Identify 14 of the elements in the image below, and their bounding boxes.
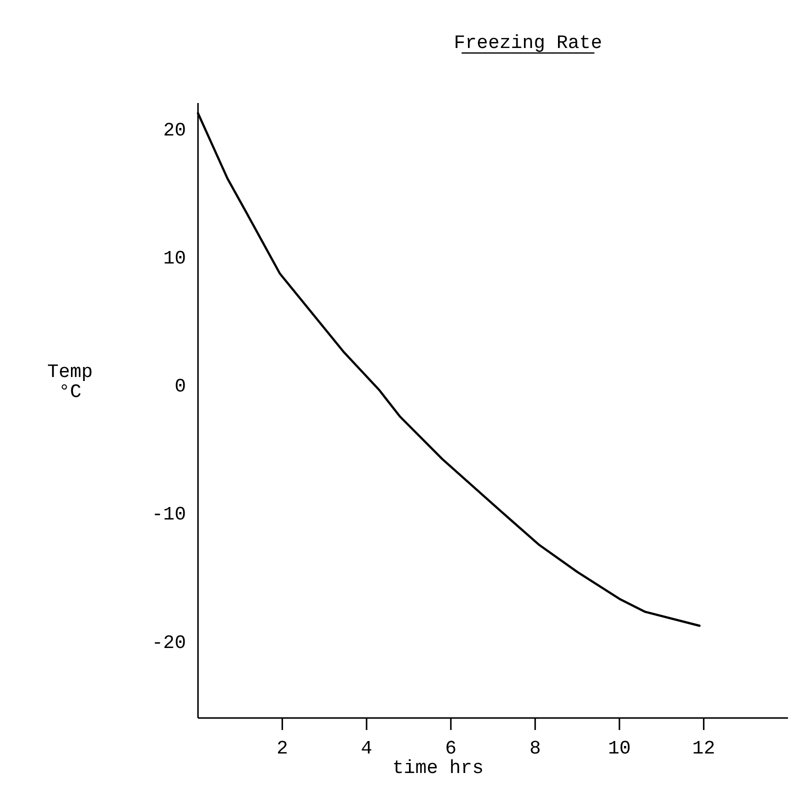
x-axis-title: time hrs xyxy=(392,757,484,779)
y-axis-title: Temp °C xyxy=(47,360,93,403)
x-tick-label: 2 xyxy=(276,737,288,760)
x-tick-label: 8 xyxy=(529,737,541,760)
x-tick-label: 12 xyxy=(692,737,716,760)
x-tick-label: 6 xyxy=(445,737,457,760)
y-tick-label: -20 xyxy=(152,632,186,654)
x-tick-label: 4 xyxy=(360,737,372,760)
y-tick-label: 10 xyxy=(163,247,186,270)
y-tick-label: 0 xyxy=(174,376,186,398)
y-tick-label: -10 xyxy=(152,504,186,526)
chart-title: Freezing Rate xyxy=(454,32,602,54)
x-tick-label: 10 xyxy=(608,737,631,760)
y-tick-label: 20 xyxy=(163,119,186,142)
